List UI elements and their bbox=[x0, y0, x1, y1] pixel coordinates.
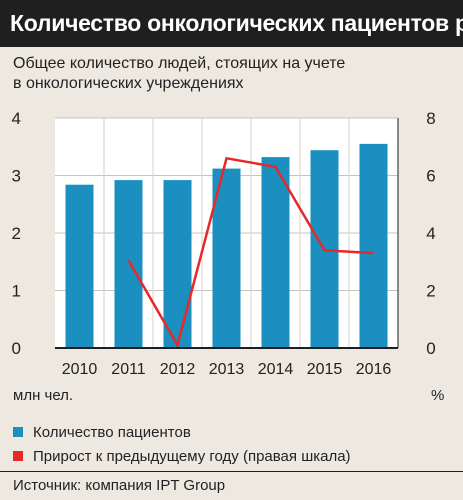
left-tick-label: 2 bbox=[12, 224, 21, 243]
left-tick-label: 1 bbox=[12, 282, 21, 301]
x-tick-label: 2016 bbox=[356, 361, 392, 378]
legend: Количество пациентов Прирост к предыдуще… bbox=[13, 420, 351, 468]
left-tick-label: 3 bbox=[12, 167, 21, 186]
x-tick-label: 2013 bbox=[209, 361, 245, 378]
bar-2010 bbox=[65, 184, 94, 348]
bar-2014 bbox=[261, 157, 290, 348]
bar-2011 bbox=[114, 180, 143, 348]
x-tick-label: 2015 bbox=[307, 361, 343, 378]
subtitle-line-1: Общее количество людей, стоящих на учете bbox=[13, 55, 346, 72]
right-tick-label: 8 bbox=[426, 109, 435, 128]
x-tick-label: 2012 bbox=[160, 361, 196, 378]
x-tick-label: 2010 bbox=[62, 361, 98, 378]
legend-swatch-growth bbox=[13, 451, 23, 461]
growth-line bbox=[127, 156, 374, 349]
legend-swatch-patients bbox=[13, 427, 23, 437]
x-tick-label: 2014 bbox=[258, 361, 294, 378]
right-tick-label: 0 bbox=[426, 339, 435, 358]
source-note: Источник: компания IPT Group bbox=[13, 477, 226, 494]
x-tick-label: 2011 bbox=[111, 361, 146, 378]
chart-subtitle: Общее количество людей, стоящих на учете… bbox=[13, 54, 453, 94]
legend-label-growth: Прирост к предыдущему году (правая шкала… bbox=[33, 447, 351, 465]
legend-item-growth: Прирост к предыдущему году (правая шкала… bbox=[13, 444, 351, 468]
right-tick-label: 2 bbox=[426, 282, 435, 301]
bar-2016 bbox=[359, 143, 388, 348]
left-tick-label: 0 bbox=[12, 339, 21, 358]
chart-title: Количество онкологических пациентов раст… bbox=[0, 0, 463, 47]
right-tick-label: 6 bbox=[426, 167, 435, 186]
left-tick-label: 4 bbox=[12, 109, 21, 128]
source-divider bbox=[0, 471, 463, 472]
legend-label-patients: Количество пациентов bbox=[33, 423, 191, 441]
right-axis-unit: % bbox=[431, 387, 445, 404]
bar-2012 bbox=[163, 180, 192, 348]
right-tick-label: 4 bbox=[426, 224, 435, 243]
legend-item-patients: Количество пациентов bbox=[13, 420, 351, 444]
subtitle-line-2: в онкологических учреждениях bbox=[13, 75, 244, 92]
left-axis-unit: млн чел. bbox=[13, 387, 74, 404]
